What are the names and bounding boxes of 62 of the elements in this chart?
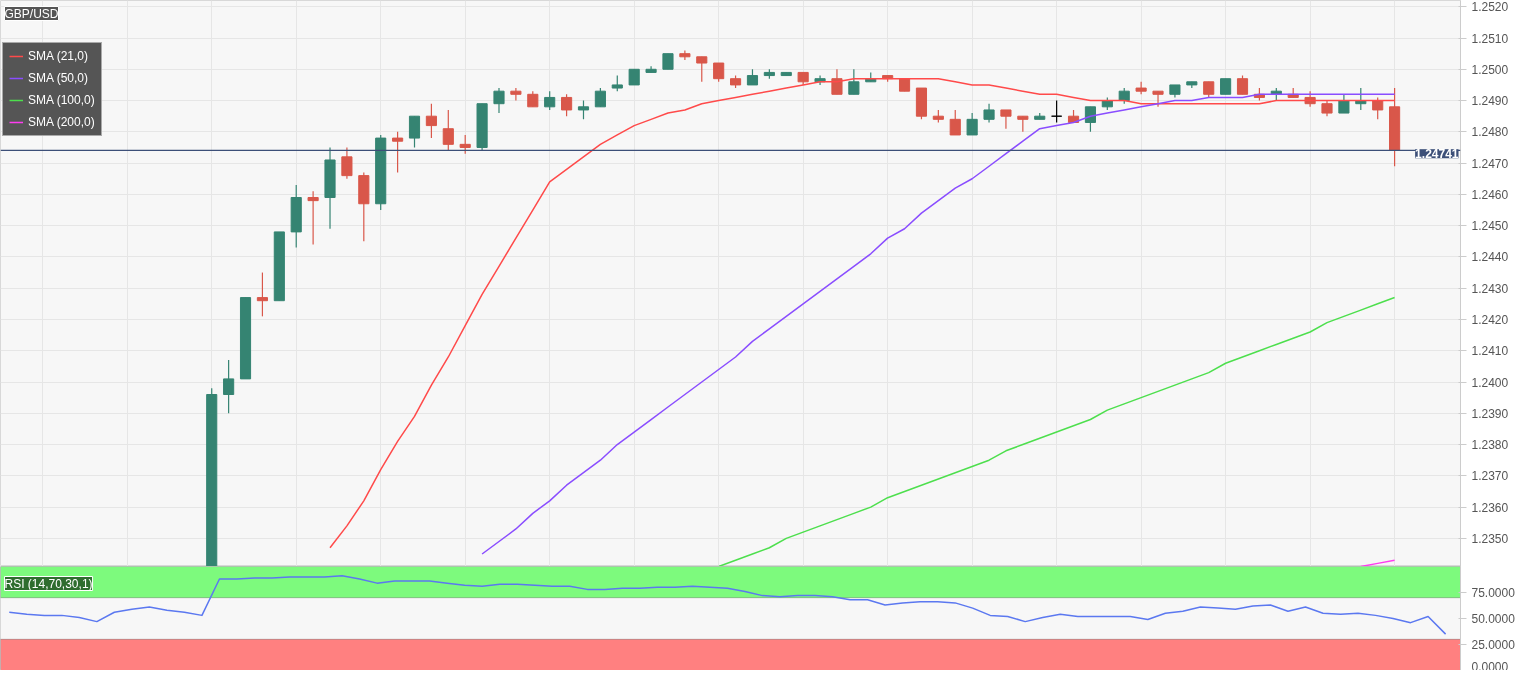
y-tick-label: 1.2450	[1471, 219, 1509, 234]
candlestick	[510, 87, 522, 102]
y-tick-label: 1.2480	[1471, 125, 1509, 140]
candlestick	[1051, 99, 1063, 124]
y-tick-label: 1.2520	[1471, 0, 1509, 15]
candlestick	[408, 115, 421, 149]
candlestick	[256, 271, 268, 317]
candlestick	[392, 131, 404, 174]
y-tick-label: 1.2390	[1471, 406, 1509, 421]
y-tick-label: 1.2400	[1471, 375, 1509, 390]
candlestick	[848, 68, 860, 95]
candlestick	[696, 56, 708, 83]
y-tick-label: 1.2370	[1471, 469, 1509, 484]
line-series	[717, 296, 1396, 566]
candlestick	[341, 146, 353, 180]
candlestick	[1236, 74, 1249, 95]
y-tick-label: 1.2430	[1471, 281, 1509, 296]
candlestick	[223, 359, 235, 414]
y-tick-label: 0.0000	[1471, 659, 1509, 674]
legend-label: SMA (21,0)	[28, 49, 89, 63]
candlestick	[459, 134, 471, 155]
legend-label: SMA (200,0)	[28, 115, 95, 129]
text: RSI (14,70,30,1)	[4, 576, 93, 591]
candlestick	[577, 99, 590, 120]
y-tick-label: 1.2460	[1471, 187, 1509, 202]
candlestick	[1084, 106, 1096, 133]
y-tick-label: 1.2380	[1471, 438, 1509, 453]
y-tick-label: 1.2350	[1471, 531, 1509, 546]
y-tick-label: 1.2510	[1471, 31, 1509, 46]
candlestick	[1338, 93, 1350, 114]
y-tick-label: 75.0000	[1471, 586, 1516, 600]
y-tick-label: 1.2470	[1471, 156, 1509, 171]
y-tick-label: 1.2440	[1471, 250, 1509, 265]
candlestick	[594, 87, 606, 108]
legend-label: SMA (50,0)	[28, 71, 89, 85]
candlestick	[713, 62, 725, 83]
y-tick-label: 50.0000	[1471, 612, 1516, 626]
candlestick	[544, 90, 556, 111]
candlestick	[1000, 109, 1012, 130]
candlestick	[442, 109, 454, 152]
candlestick	[425, 103, 437, 139]
y-tick-label: 25.0000	[1471, 638, 1516, 652]
text: GBP/USD	[4, 6, 59, 21]
candlestick	[679, 49, 691, 61]
candlestick	[966, 112, 978, 136]
y-tick-label: 1.2420	[1471, 312, 1509, 327]
candlestick	[307, 190, 319, 246]
candlestick	[983, 103, 995, 124]
y-tick-label: 1.2410	[1471, 344, 1509, 359]
legend-label: SMA (100,0)	[28, 93, 95, 107]
candlestick	[561, 93, 573, 117]
candlestick	[1372, 96, 1384, 120]
candlestick	[1135, 81, 1147, 95]
ref-line-label: 1.24741	[1415, 147, 1459, 162]
candlestick	[493, 87, 505, 114]
y-tick-label: 1.2500	[1471, 62, 1509, 77]
line-series	[329, 77, 1396, 549]
candlestick	[1152, 90, 1164, 108]
candlestick	[831, 68, 843, 95]
y-tick-label: 1.2490	[1471, 94, 1509, 109]
y-tick-label: 1.2360	[1471, 500, 1509, 515]
candlestick	[949, 109, 961, 136]
